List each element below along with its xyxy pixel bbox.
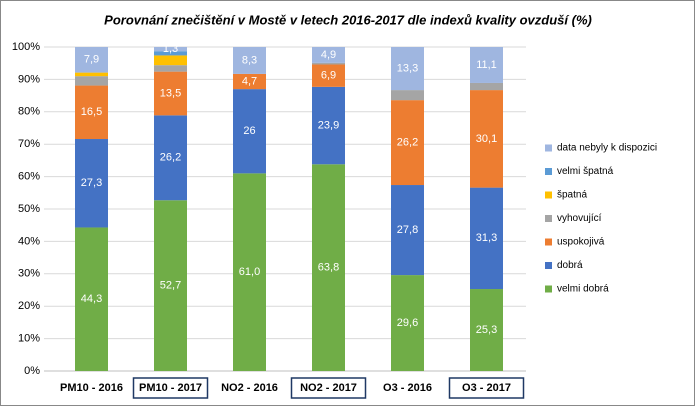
value-label: 11,1 bbox=[476, 59, 497, 71]
x-tick-label: NO2 - 2016 bbox=[221, 382, 278, 394]
category-box bbox=[448, 377, 525, 399]
bar-segment bbox=[75, 139, 108, 228]
y-tick-label: 30% bbox=[18, 268, 40, 280]
legend-swatch bbox=[545, 285, 552, 293]
bar-segment bbox=[391, 90, 424, 101]
value-label: 30,1 bbox=[476, 133, 497, 145]
x-tick-label: O3 - 2017 bbox=[462, 382, 511, 394]
value-label: 29,6 bbox=[397, 317, 418, 329]
legend-swatch bbox=[545, 262, 552, 269]
x-tick-label: NO2 - 2017 bbox=[300, 382, 357, 394]
bar-segment bbox=[75, 76, 108, 86]
value-label: 31,3 bbox=[476, 232, 497, 244]
x-tick-label: PM10 - 2016 bbox=[60, 382, 123, 394]
bar-segment bbox=[154, 71, 187, 116]
bar-segment bbox=[154, 47, 187, 52]
bar-segment bbox=[312, 86, 345, 165]
y-tick-label: 20% bbox=[18, 300, 40, 312]
y-tick-label: 90% bbox=[18, 73, 40, 85]
x-tick-label: PM10 - 2017 bbox=[139, 382, 202, 394]
value-label: 16,5 bbox=[81, 106, 102, 118]
value-label: 6,9 bbox=[321, 70, 336, 82]
bar-segment bbox=[312, 64, 345, 87]
value-label: 27,8 bbox=[397, 224, 418, 236]
value-label: 8,3 bbox=[242, 54, 257, 66]
bar-segment bbox=[391, 47, 424, 91]
value-label: 26 bbox=[243, 125, 255, 137]
value-label: 26,2 bbox=[160, 152, 181, 164]
bar-segment bbox=[233, 173, 266, 371]
value-label: 13,5 bbox=[160, 87, 181, 99]
category-box bbox=[290, 377, 367, 399]
bar-segment bbox=[75, 72, 108, 77]
bar-segment bbox=[154, 200, 187, 371]
category-box bbox=[132, 377, 209, 399]
value-label: 52,7 bbox=[160, 280, 181, 292]
bar-segment bbox=[312, 164, 345, 371]
bar-segment bbox=[391, 100, 424, 186]
value-label: 7,9 bbox=[84, 54, 99, 66]
value-label: 27,3 bbox=[81, 177, 102, 189]
x-tick-label: O3 - 2016 bbox=[383, 382, 432, 394]
bar-segment bbox=[154, 115, 187, 201]
value-label: 1,3 bbox=[163, 43, 178, 55]
value-label: 4,7 bbox=[242, 75, 257, 87]
bar-segment bbox=[470, 289, 503, 371]
bar-segment bbox=[75, 227, 108, 371]
y-tick-label: 100% bbox=[12, 41, 40, 53]
legend-label: uspokojivá bbox=[557, 237, 605, 248]
value-label: 23,9 bbox=[318, 119, 339, 131]
bar-segment bbox=[75, 85, 108, 140]
legend-swatch bbox=[545, 191, 552, 199]
value-label: 61,0 bbox=[239, 266, 260, 278]
bar-segment bbox=[470, 82, 503, 91]
value-label: 13,3 bbox=[397, 62, 418, 74]
bar-segment bbox=[154, 55, 187, 66]
y-tick-label: 70% bbox=[18, 138, 40, 150]
legend-label: data nebyly k dispozici bbox=[557, 143, 657, 154]
legend-swatch bbox=[545, 238, 552, 246]
bar-segment bbox=[312, 47, 345, 63]
y-tick-label: 10% bbox=[18, 333, 40, 345]
y-tick-label: 80% bbox=[18, 106, 40, 118]
legend-label: vyhovující bbox=[557, 213, 602, 224]
y-tick-label: 40% bbox=[18, 235, 40, 247]
bar-segment bbox=[154, 65, 187, 72]
bar-segment bbox=[233, 47, 266, 74]
legend-label: dobrá bbox=[557, 260, 583, 271]
bar-segment bbox=[233, 89, 266, 174]
legend-swatch bbox=[545, 168, 552, 175]
bar-segment bbox=[391, 275, 424, 371]
legend-swatch bbox=[545, 215, 552, 222]
value-label: 44,3 bbox=[81, 293, 102, 305]
value-label: 4,9 bbox=[321, 49, 336, 61]
bar-segment bbox=[312, 62, 345, 65]
value-label: 63,8 bbox=[318, 262, 339, 274]
value-label: 26,2 bbox=[397, 136, 418, 148]
legend-label: špatná bbox=[557, 190, 587, 201]
chart-title: Porovnání znečištění v Mostě v letech 20… bbox=[104, 12, 592, 27]
bar-segment bbox=[470, 47, 503, 83]
bar-segment bbox=[470, 90, 503, 188]
legend-swatch bbox=[545, 144, 552, 152]
bar-segment bbox=[391, 185, 424, 276]
value-label: 25,3 bbox=[476, 324, 497, 336]
y-tick-label: 0% bbox=[24, 365, 40, 377]
legend-label: velmi špatná bbox=[557, 166, 614, 177]
y-tick-label: 50% bbox=[18, 203, 40, 215]
bar-segment bbox=[233, 73, 266, 90]
bar-segment bbox=[75, 47, 108, 73]
y-tick-label: 60% bbox=[18, 171, 40, 183]
legend-label: velmi dobrá bbox=[557, 284, 609, 295]
bar-segment bbox=[470, 187, 503, 290]
bar-segment bbox=[154, 51, 187, 56]
